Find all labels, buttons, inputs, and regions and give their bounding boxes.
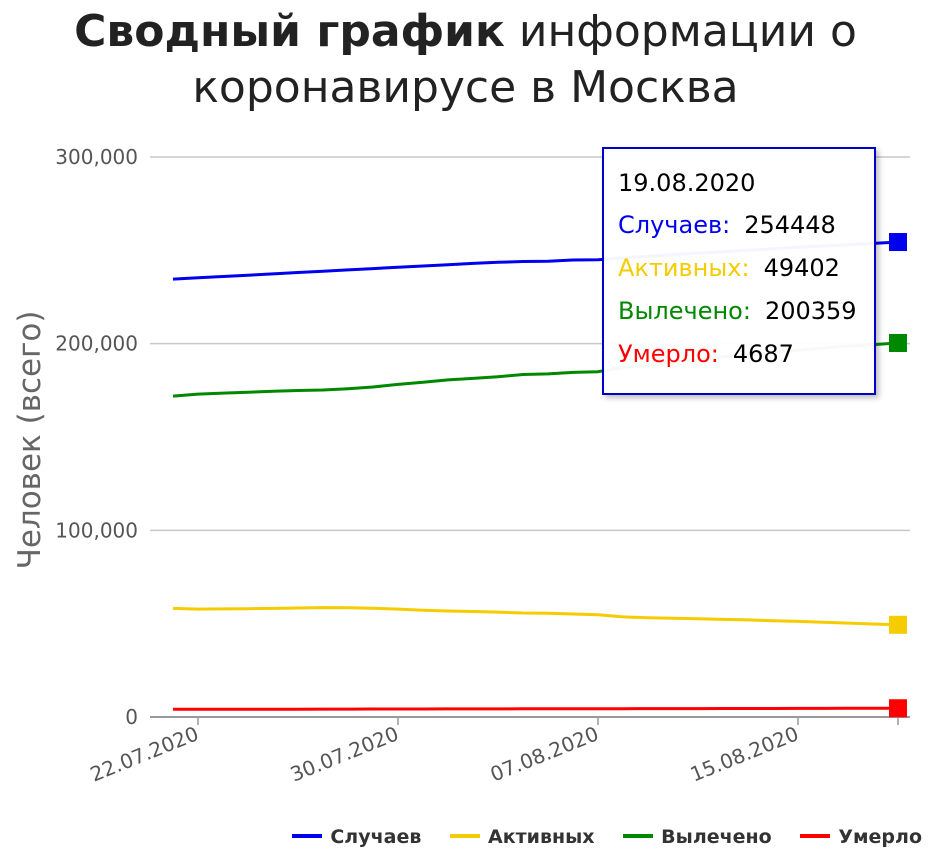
y-tick-label: 300,000 bbox=[55, 145, 138, 169]
x-axis: 22.07.2020 30.07.2020 07.08.2020 15.08.2020 bbox=[87, 717, 899, 787]
data-tooltip: 19.08.2020 Случаев: 254448 Активных: 49402… bbox=[602, 147, 876, 395]
x-tick-label: 15.08.2020 bbox=[687, 721, 802, 786]
series-end-marker[interactable] bbox=[889, 233, 907, 252]
x-tick-label: 22.07.2020 bbox=[87, 721, 202, 786]
x-tick-label: 30.07.2020 bbox=[287, 721, 402, 786]
chart-title-bold: Сводный график bbox=[74, 6, 505, 57]
chart-title-line2: коронавирусе в Москва bbox=[192, 62, 739, 113]
tooltip-label-recovered: Вылечено: bbox=[618, 297, 751, 325]
series-line[interactable] bbox=[172, 606, 899, 627]
legend-item-deaths[interactable]: Умерло bbox=[800, 826, 922, 848]
y-tick-label: 200,000 bbox=[55, 332, 138, 356]
y-axis-ticks: 0 100,000 200,000 300,000 bbox=[55, 145, 138, 729]
chart-title-rest: информации о bbox=[504, 6, 857, 57]
legend-item-cases[interactable]: Случаев bbox=[292, 826, 421, 848]
y-axis-label: Человек (всего) bbox=[12, 311, 48, 570]
x-tick-label: 07.08.2020 bbox=[487, 721, 602, 786]
chart-legend: Случаев Активных Вылечено Умерло bbox=[0, 826, 922, 848]
legend-swatch-cases bbox=[292, 833, 323, 838]
legend-label-recovered: Вылечено bbox=[661, 826, 772, 848]
legend-swatch-active bbox=[450, 833, 481, 838]
series-end-marker[interactable] bbox=[889, 699, 907, 718]
series-end-markers[interactable] bbox=[889, 233, 907, 718]
legend-label-deaths: Умерло bbox=[838, 826, 922, 848]
series-line[interactable] bbox=[173, 706, 898, 711]
tooltip-row-cases: Случаев: 254448 bbox=[618, 211, 836, 239]
series-end-marker[interactable] bbox=[889, 333, 907, 352]
legend-swatch-recovered bbox=[623, 833, 654, 838]
tooltip-value-active: 49402 bbox=[763, 254, 840, 282]
legend-swatch-deaths bbox=[800, 833, 831, 838]
tooltip-value-recovered: 200359 bbox=[764, 297, 857, 325]
tooltip-label-active: Активных: bbox=[618, 254, 750, 282]
tooltip-label-cases: Случаев: bbox=[618, 211, 731, 239]
tooltip-row-deaths: Умерло: 4687 bbox=[618, 340, 794, 368]
series-end-marker[interactable] bbox=[889, 615, 907, 634]
y-tick-label: 100,000 bbox=[55, 518, 138, 542]
tooltip-date: 19.08.2020 bbox=[618, 169, 756, 197]
chart-title: Сводный график информации о коронавирусе… bbox=[0, 4, 931, 116]
legend-label-cases: Случаев bbox=[330, 826, 422, 848]
tooltip-value-cases: 254448 bbox=[744, 211, 836, 239]
tooltip-row-recovered: Вылечено: 200359 bbox=[618, 297, 857, 325]
tooltip-row-active: Активных: 49402 bbox=[618, 254, 840, 282]
legend-item-recovered[interactable]: Вылечено bbox=[623, 826, 772, 848]
tooltip-value-deaths: 4687 bbox=[732, 340, 794, 368]
tooltip-label-deaths: Умерло: bbox=[618, 340, 719, 368]
legend-item-active[interactable]: Активных bbox=[450, 826, 595, 848]
legend-label-active: Активных bbox=[488, 826, 595, 848]
y-tick-label: 0 bbox=[125, 705, 138, 729]
